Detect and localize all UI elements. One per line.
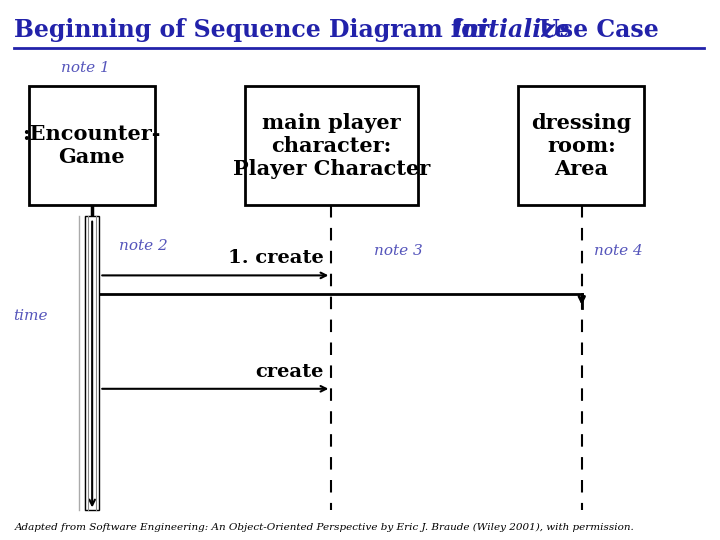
Text: note 4: note 4 (594, 244, 643, 258)
Text: Beginning of Sequence Diagram for ⁣Initialize⁣ Use Case: Beginning of Sequence Diagram for ⁣Initi… (0, 539, 1, 540)
Bar (518, 86, 644, 205)
Text: Beginning of Sequence Diagram for: Beginning of Sequence Diagram for (14, 18, 498, 42)
Text: Initialize: Initialize (451, 18, 570, 42)
Text: note 2: note 2 (119, 239, 168, 253)
Bar (29, 86, 155, 205)
Text: Adapted from Software Engineering: An Object-Oriented Perspective by Eric J. Bra: Adapted from Software Engineering: An Ob… (14, 523, 634, 532)
Text: dressing
room:
Area: dressing room: Area (531, 113, 631, 179)
Text: create: create (256, 363, 324, 381)
Text: Use Case: Use Case (531, 18, 659, 42)
Text: main player
character:
Player Character: main player character: Player Character (233, 113, 430, 179)
Text: time: time (13, 309, 48, 323)
Text: note 1: note 1 (61, 60, 110, 75)
Bar (245, 86, 418, 205)
Text: :Encounter-
Game: :Encounter- Game (22, 124, 161, 167)
Text: note 3: note 3 (374, 244, 423, 258)
Bar (85, 216, 99, 510)
Text: 1. create: 1. create (228, 249, 324, 267)
